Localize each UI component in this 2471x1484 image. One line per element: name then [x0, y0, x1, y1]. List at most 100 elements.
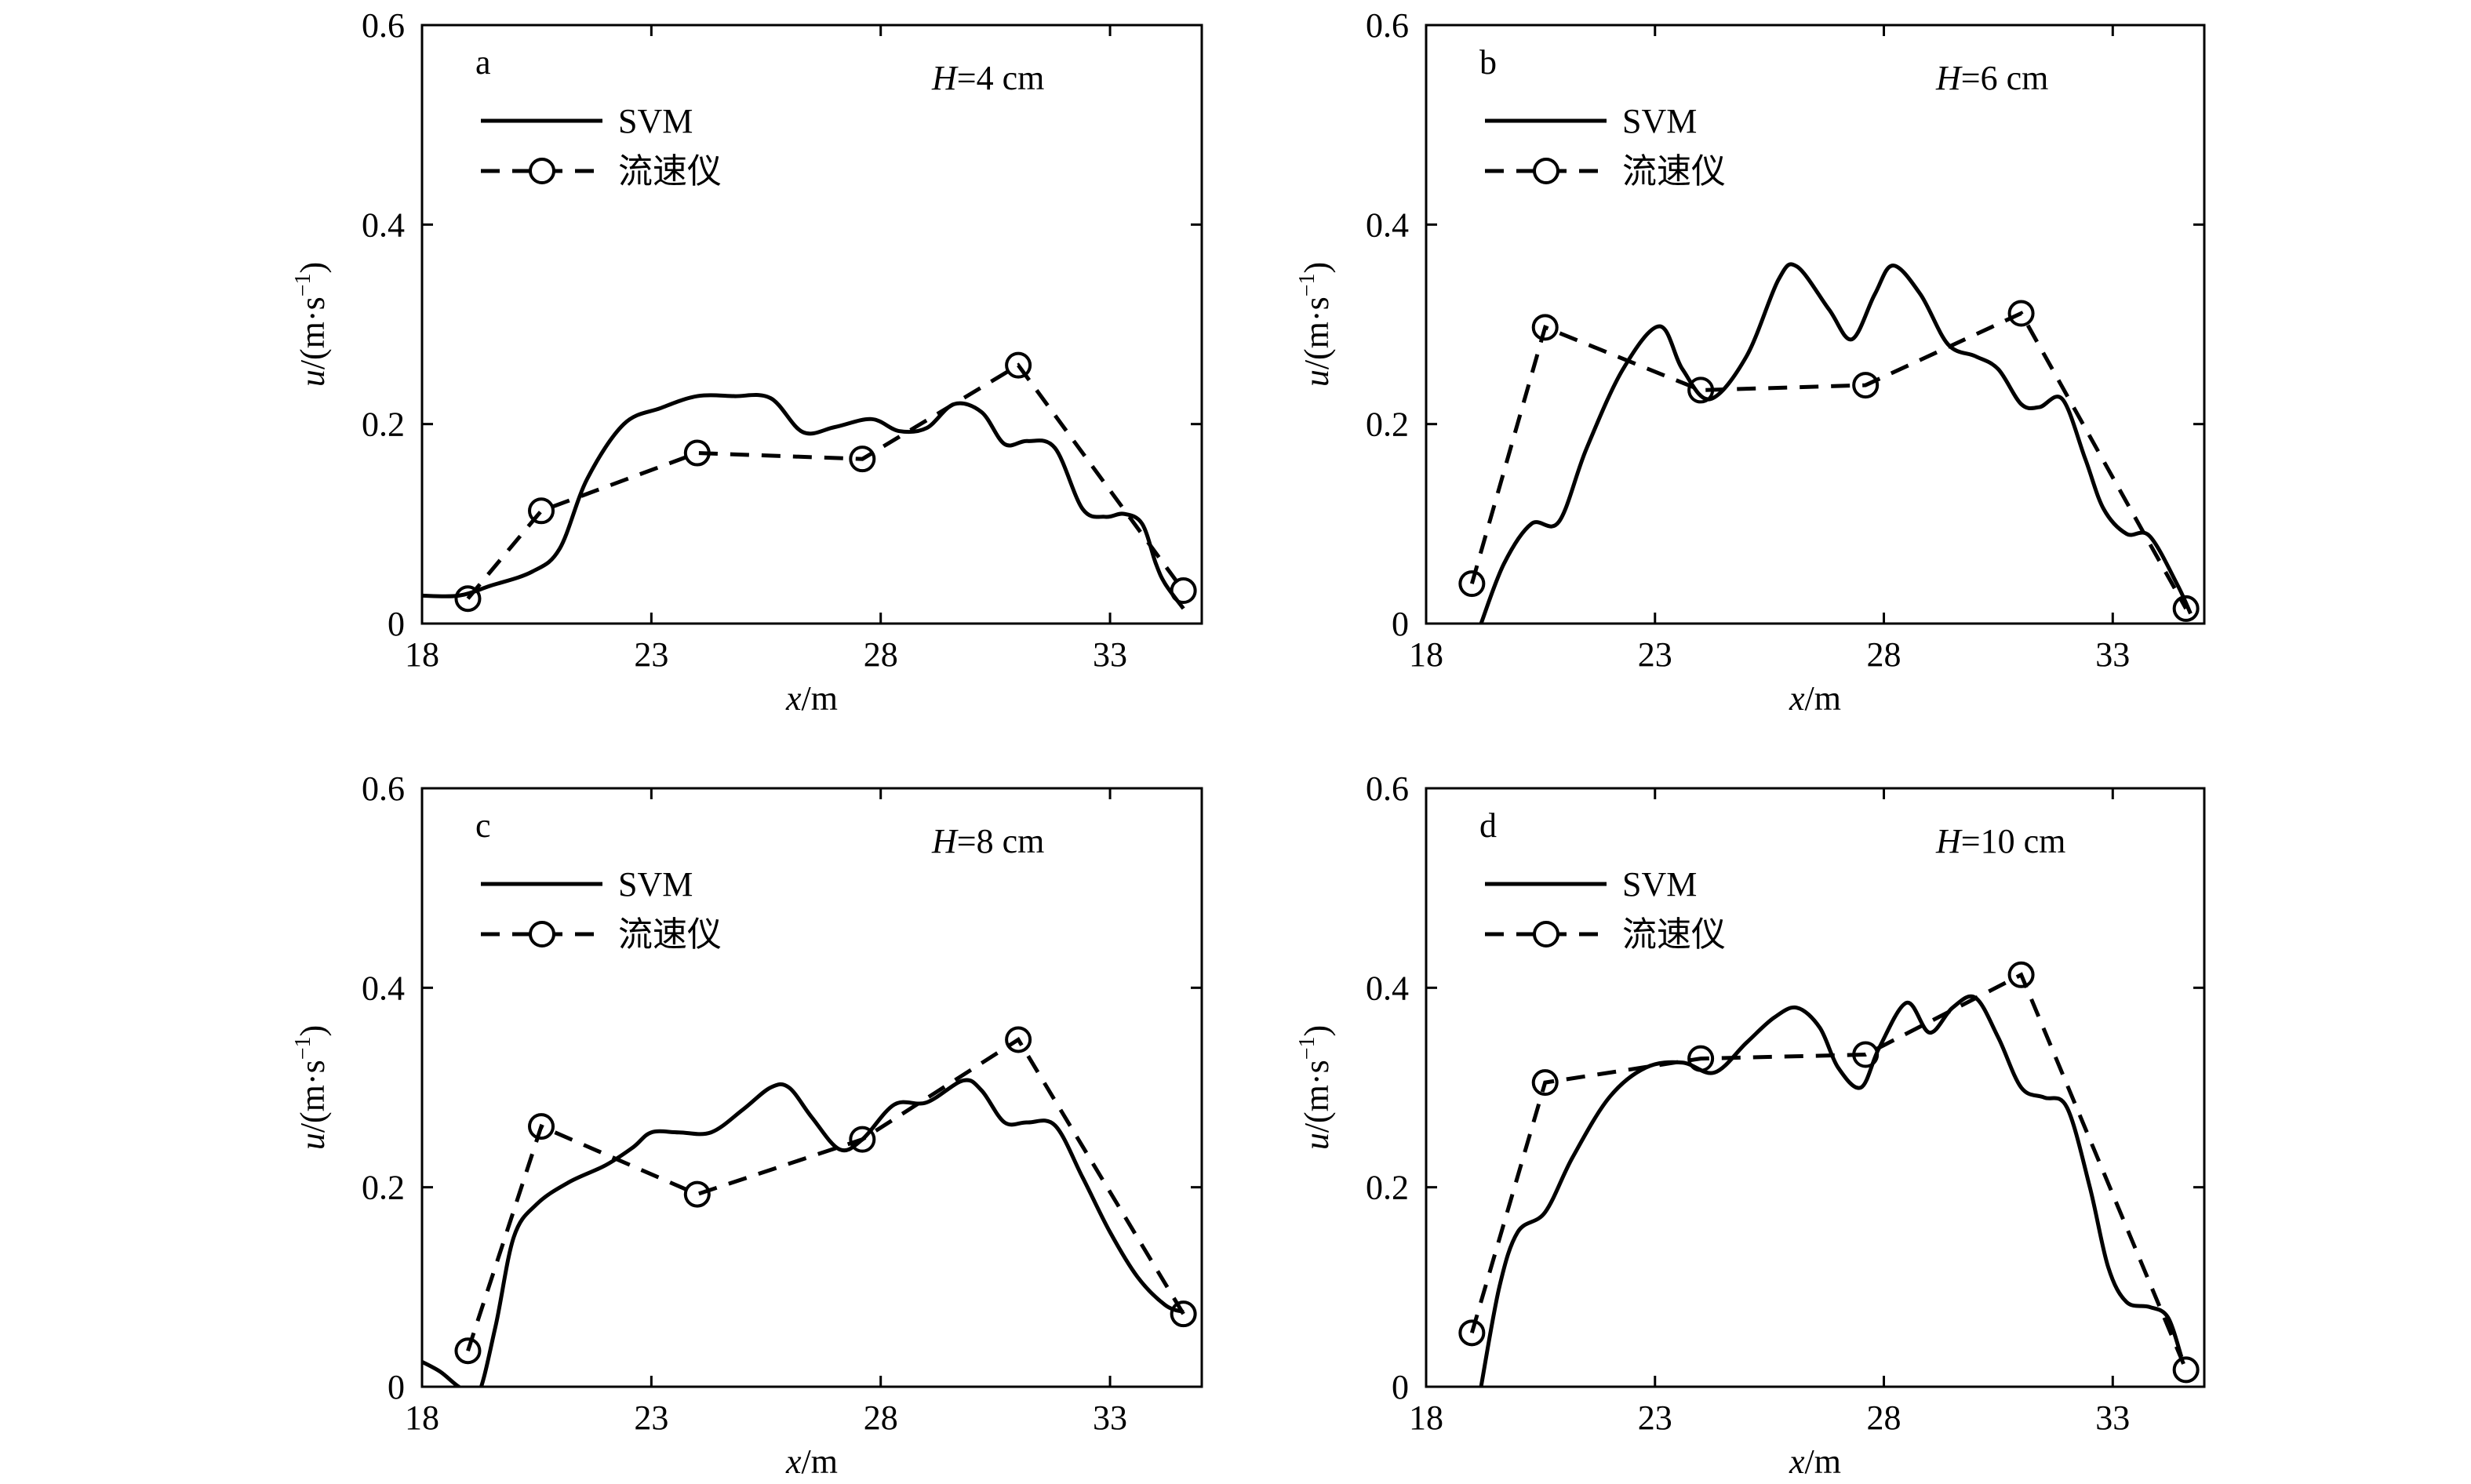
y-tick-label: 0.4: [1366, 969, 1409, 1007]
legend-label-svm: SVM: [1622, 865, 1697, 904]
y-tick-label: 0.6: [362, 6, 405, 45]
series-line-meter: [1469, 972, 2188, 1371]
data-point-meter: [528, 1113, 555, 1140]
series-line-svm: [1479, 994, 2184, 1387]
height-annotation: H=6 cm: [1935, 59, 2048, 97]
height-annotation: H=8 cm: [931, 822, 1044, 860]
data-point-meter: [683, 1180, 711, 1208]
height-annotation: H=4 cm: [931, 59, 1044, 97]
data-point-meter: [1005, 1026, 1032, 1053]
x-tick-label: 23: [1638, 1399, 1672, 1437]
legend-label-svm: SVM: [1622, 102, 1697, 140]
legend-label-svm: SVM: [618, 865, 693, 904]
data-point-meter: [1458, 570, 1486, 598]
x-tick-label: 23: [634, 635, 668, 674]
x-tick-label: 33: [1093, 1399, 1127, 1437]
y-tick-label: 0.6: [1366, 6, 1409, 45]
x-tick-label: 28: [864, 635, 898, 674]
series-line-svm: [422, 1078, 1185, 1387]
data-point-meter: [1170, 1300, 1197, 1328]
legend-label-svm: SVM: [618, 102, 693, 140]
y-tick-label: 0: [1392, 1368, 1409, 1406]
legend: SVM 流速仪: [1485, 102, 1726, 191]
x-tick-label: 33: [2095, 635, 2130, 674]
x-tick-label: 18: [1409, 635, 1443, 674]
y-tick-label: 0.4: [1366, 206, 1409, 244]
chart-panel-b: 18 23 28 33 0 0.2 0.4 0.6 x/m u/(m·s−1) b H=6 cm SVM…: [1295, 6, 2206, 718]
series-line-svm: [1479, 262, 2193, 624]
x-axis-label: x/m: [1789, 1442, 1841, 1481]
data-point-meter: [1852, 372, 1880, 399]
plot-frame: [420, 787, 1203, 1388]
data-point-meter: [1852, 1041, 1880, 1068]
data-point-meter: [1687, 376, 1715, 404]
plot-frame: [420, 24, 1203, 625]
chart-panel-d: 18 23 28 33 0 0.2 0.4 0.6 x/m u/(m·s−1) d H=10 cm SV…: [1295, 769, 2206, 1481]
y-axis-label: u/(m·s−1): [1295, 262, 1336, 387]
data-point-meter: [1531, 1069, 1559, 1097]
height-annotation: H=10 cm: [1935, 822, 2065, 860]
x-tick-label: 33: [2095, 1399, 2130, 1437]
panel-label: b: [1479, 43, 1497, 82]
data-point-meter: [1170, 577, 1197, 605]
y-tick-label: 0: [388, 605, 405, 643]
plot-frame: [1425, 787, 2206, 1388]
legend: SVM 流速仪: [481, 865, 722, 954]
data-point-meter: [1531, 314, 1559, 341]
series-line-svm: [422, 393, 1185, 610]
data-point-meter: [454, 585, 482, 613]
legend-marker-meter: [1533, 921, 1559, 948]
chart-panel-a: 18 23 28 33 0 0.2 0.4 0.6 x/m u/(m·s−1) a H=4 cm SVM…: [291, 6, 1203, 718]
series-line-meter: [1469, 311, 2188, 610]
data-point-meter: [1458, 1319, 1486, 1347]
data-point-meter: [2172, 1356, 2200, 1384]
legend-label-meter: 流速仪: [1622, 152, 1726, 191]
x-tick-label: 18: [405, 635, 439, 674]
y-axis-label: u/(m·s−1): [291, 1025, 332, 1150]
data-point-meter: [683, 439, 711, 467]
data-point-meter: [849, 446, 876, 473]
x-tick-label: 28: [1867, 1399, 1901, 1437]
x-tick-label: 33: [1093, 635, 1127, 674]
panel-label: a: [475, 43, 491, 82]
legend-label-meter: 流速仪: [618, 915, 722, 954]
legend-marker-meter: [529, 158, 555, 184]
data-point-meter: [2007, 300, 2035, 327]
x-axis-label: x/m: [785, 1442, 838, 1481]
x-tick-label: 23: [1638, 635, 1672, 674]
panel-label: d: [1479, 806, 1497, 845]
y-tick-label: 0.4: [362, 969, 405, 1007]
data-point-meter: [1005, 351, 1032, 379]
y-tick-label: 0.2: [362, 406, 405, 444]
plot-frame: [1425, 24, 2206, 625]
y-tick-label: 0.4: [362, 206, 405, 244]
legend-marker-meter: [1533, 158, 1559, 184]
data-point-meter: [454, 1337, 482, 1365]
y-tick-label: 0: [388, 1368, 405, 1406]
panel-label: c: [475, 806, 491, 845]
y-tick-label: 0.6: [362, 769, 405, 808]
x-tick-label: 28: [864, 1399, 898, 1437]
y-tick-label: 0.6: [1366, 769, 1409, 808]
chart-panel-c: 18 23 28 33 0 0.2 0.4 0.6 x/m u/(m·s−1) c H=8 cm SVM…: [291, 769, 1203, 1481]
y-tick-label: 0.2: [362, 1169, 405, 1207]
series-line-meter: [466, 362, 1185, 600]
x-tick-label: 18: [1409, 1399, 1443, 1437]
y-axis-label: u/(m·s−1): [291, 262, 332, 387]
x-axis-label: x/m: [785, 679, 838, 718]
data-point-meter: [528, 497, 555, 525]
data-point-meter: [849, 1126, 876, 1153]
x-tick-label: 28: [1867, 635, 1901, 674]
legend-label-meter: 流速仪: [1622, 915, 1726, 954]
y-axis-label: u/(m·s−1): [1295, 1025, 1336, 1150]
x-axis-label: x/m: [1789, 679, 1841, 718]
y-tick-label: 0.2: [1366, 1169, 1409, 1207]
y-tick-label: 0: [1392, 605, 1409, 643]
series-line-meter: [466, 1036, 1185, 1351]
legend: SVM 流速仪: [1485, 865, 1726, 954]
y-tick-label: 0.2: [1366, 406, 1409, 444]
legend: SVM 流速仪: [481, 102, 722, 191]
legend-marker-meter: [529, 921, 555, 948]
data-point-meter: [2007, 961, 2035, 988]
x-tick-label: 23: [634, 1399, 668, 1437]
